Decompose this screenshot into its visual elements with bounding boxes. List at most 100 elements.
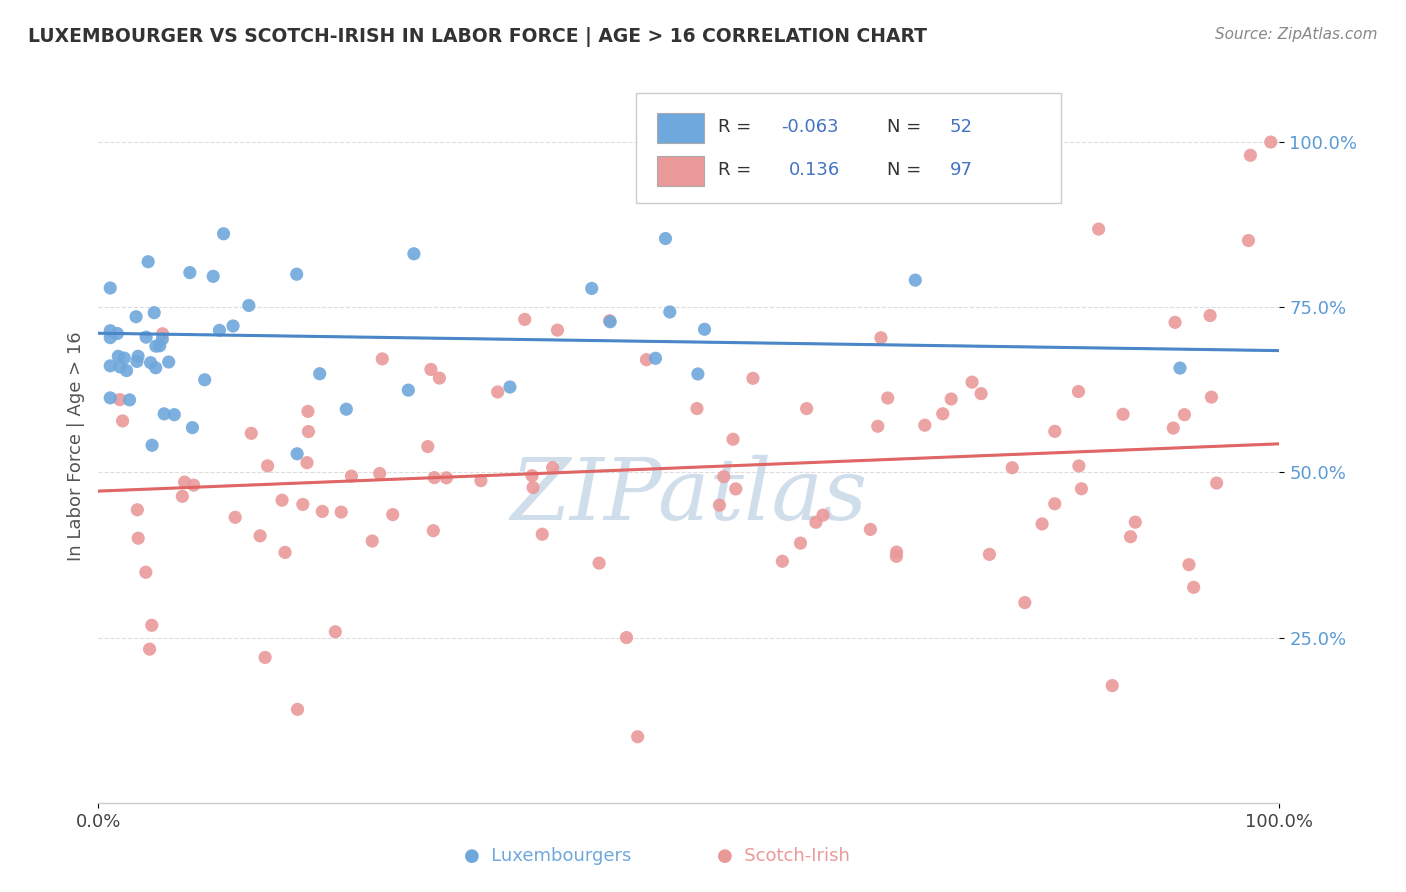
Point (721, 432, 744, 446)
Point (1260, 135, 1282, 149)
Point (143, 306, 166, 320)
Point (112, 351, 135, 365)
Point (1178, 558, 1201, 572)
Point (724, 482, 747, 496)
Point (208, 323, 231, 337)
Point (107, 349, 129, 363)
Text: 52: 52 (950, 118, 973, 136)
Point (1067, 458, 1090, 473)
Point (499, 380, 522, 394)
Point (371, 351, 394, 366)
Point (422, 524, 444, 538)
Text: Source: ZipAtlas.com: Source: ZipAtlas.com (1215, 27, 1378, 42)
Point (340, 469, 363, 483)
Point (522, 481, 544, 495)
Text: ●  Scotch-Irish: ● Scotch-Irish (717, 847, 849, 865)
Point (118, 392, 141, 407)
Point (125, 354, 148, 368)
Point (1087, 222, 1109, 236)
Point (636, 352, 658, 367)
Point (932, 407, 955, 421)
Point (335, 402, 357, 417)
Point (960, 375, 983, 389)
Point (1043, 497, 1066, 511)
Point (98, 391, 121, 405)
Point (486, 384, 509, 399)
Point (859, 523, 882, 537)
Point (419, 362, 441, 376)
Point (770, 554, 793, 568)
Point (287, 702, 309, 716)
Point (139, 356, 162, 370)
Point (581, 281, 603, 295)
Point (979, 547, 1001, 561)
Point (173, 475, 195, 490)
Point (811, 508, 834, 522)
Point (98, 281, 121, 295)
Point (115, 363, 138, 377)
Text: N =: N = (887, 161, 928, 178)
Point (238, 298, 260, 312)
Point (135, 330, 157, 344)
Point (436, 471, 458, 485)
Point (644, 351, 666, 366)
Point (138, 642, 160, 657)
Point (914, 418, 936, 433)
Text: R =: R = (718, 161, 758, 178)
Point (686, 401, 709, 416)
Point (157, 355, 180, 369)
Point (789, 536, 811, 550)
Point (1164, 315, 1187, 329)
Point (308, 367, 330, 381)
Point (291, 497, 314, 511)
Point (98, 359, 121, 373)
Point (145, 339, 167, 353)
Point (531, 527, 554, 541)
Point (513, 312, 536, 326)
Point (941, 392, 963, 406)
Point (108, 359, 131, 374)
Point (1043, 425, 1066, 439)
Point (125, 310, 148, 324)
Point (285, 447, 308, 461)
Point (970, 386, 993, 401)
Point (179, 266, 201, 280)
Point (1199, 309, 1222, 323)
Point (98, 324, 121, 338)
Point (368, 467, 391, 481)
Point (152, 326, 174, 341)
Text: 97: 97 (950, 161, 973, 178)
Point (311, 504, 333, 518)
Text: -0.063: -0.063 (782, 118, 839, 136)
Point (616, 631, 638, 645)
Point (163, 408, 186, 422)
Point (222, 318, 245, 333)
Point (330, 505, 353, 519)
FancyBboxPatch shape (657, 112, 704, 143)
Point (709, 498, 731, 512)
Point (150, 332, 173, 346)
Point (361, 533, 384, 548)
Point (1201, 390, 1223, 404)
Point (627, 730, 650, 744)
Point (904, 273, 927, 287)
Point (1182, 580, 1205, 594)
Point (224, 510, 246, 524)
Point (323, 624, 346, 639)
Point (886, 549, 908, 564)
Point (658, 305, 681, 319)
Point (1001, 460, 1024, 475)
Text: ●  Luxembourgers: ● Luxembourgers (464, 847, 631, 865)
Point (876, 391, 898, 405)
Point (256, 458, 278, 473)
Point (599, 314, 621, 328)
Point (145, 360, 167, 375)
Point (520, 468, 543, 483)
Point (105, 326, 128, 341)
Point (194, 373, 217, 387)
Text: R =: R = (718, 118, 758, 136)
Point (297, 425, 319, 439)
Point (153, 407, 176, 421)
Point (1239, 148, 1261, 162)
Point (1123, 515, 1146, 529)
